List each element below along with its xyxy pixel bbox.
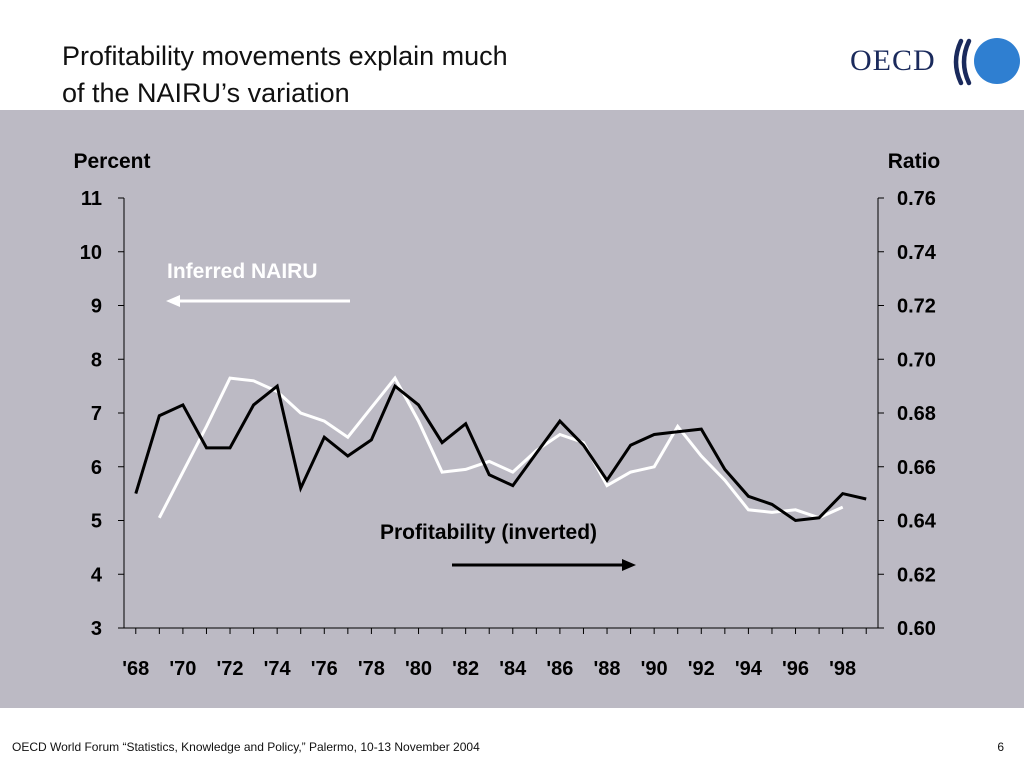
nairu-arrow-left-icon: [166, 295, 180, 307]
y-tick-label-right: 0.60: [897, 618, 936, 640]
x-tick-label: '74: [264, 658, 292, 680]
y-tick-label-right: 0.64: [897, 511, 937, 533]
nairu-profitability-chart: Percent Ratio 3 4 5 6 7 8 9 10 11 0.60 0.62 0.64 0.66 0…: [73, 150, 941, 680]
slide-title-line2: of the NAIRU’s variation: [62, 78, 350, 108]
x-tick-label: '72: [217, 658, 244, 680]
x-tick-label: '92: [688, 658, 715, 680]
x-tick-label: '94: [735, 658, 763, 680]
y-tick-label-left: 10: [80, 242, 102, 264]
y-tick-label-right: 0.70: [897, 349, 936, 371]
y-tick-label-left: 4: [91, 564, 103, 586]
y-tick-label-right: 0.68: [897, 403, 936, 425]
y-tick-label-left: 11: [81, 188, 102, 210]
x-tick-label: '96: [782, 658, 809, 680]
profitability-series-label: Profitability (inverted): [380, 521, 597, 544]
page-number: 6: [997, 740, 1004, 754]
footer-text: OECD World Forum “Statistics, Knowledge …: [12, 740, 480, 754]
x-tick-label: '70: [169, 658, 196, 680]
x-tick-label: '86: [546, 658, 573, 680]
profitability-series-line: [134, 383, 867, 523]
oecd-logo-text: OECD: [850, 44, 936, 77]
y-tick-label-right: 0.74: [897, 242, 937, 264]
y-tick-label-right: 0.72: [897, 296, 936, 318]
x-tick-label: '84: [499, 658, 527, 680]
y-tick-label-left: 5: [91, 511, 102, 533]
y-tick-label-left: 7: [91, 403, 102, 425]
nairu-series-label: Inferred NAIRU: [167, 260, 318, 283]
y-tick-label-left: 8: [91, 349, 102, 371]
y-tick-label-right: 0.76: [897, 188, 936, 210]
slide-title: Profitability movements explain much of …: [62, 38, 508, 112]
x-tick-label: '76: [311, 658, 338, 680]
x-tick-label: '90: [641, 658, 668, 680]
oecd-logo-mark-icon: [953, 38, 1020, 86]
chart-panel: Percent Ratio 3 4 5 6 7 8 9 10 11 0.60 0.62 0.64 0.66 0…: [0, 110, 1024, 708]
y-tick-label-left: 6: [91, 457, 102, 479]
x-tick-label: '78: [358, 658, 385, 680]
oecd-logo: OECD: [848, 38, 1024, 86]
y-axis-label-right: Ratio: [888, 150, 941, 173]
slide-title-line1: Profitability movements explain much: [62, 41, 508, 71]
y-tick-label-left: 9: [91, 296, 102, 318]
y-tick-label-left: 3: [91, 618, 102, 640]
y-axis-label-left: Percent: [73, 150, 150, 173]
x-tick-label: '80: [405, 658, 432, 680]
x-tick-label: '82: [452, 658, 479, 680]
x-tick-label: '88: [594, 658, 621, 680]
profitability-arrow-right-icon: [622, 559, 636, 571]
x-tick-label: '68: [122, 658, 149, 680]
y-tick-label-right: 0.62: [897, 564, 936, 586]
y-tick-label-right: 0.66: [897, 457, 936, 479]
x-tick-label: '98: [829, 658, 856, 680]
